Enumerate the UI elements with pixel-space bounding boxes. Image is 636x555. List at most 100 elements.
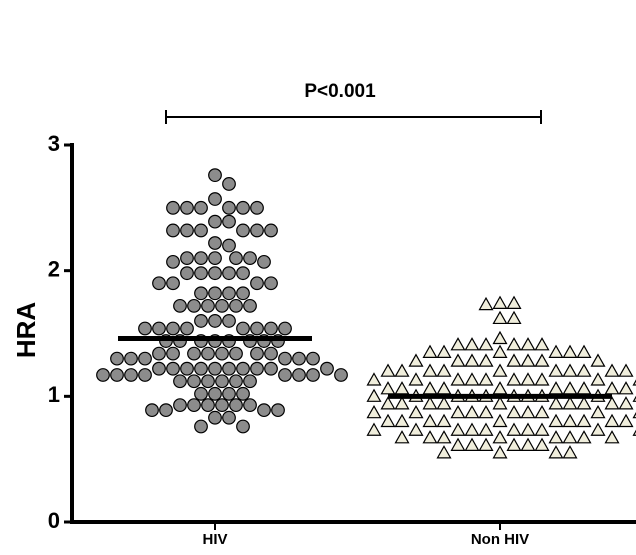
hiv-point [181,202,194,215]
non-hiv-point [438,431,451,443]
hiv-point [216,375,229,388]
hiv-point [181,322,194,335]
hiv-point [223,239,236,252]
non-hiv-point [382,397,395,409]
non-hiv-point [564,346,577,358]
non-hiv-point [508,312,521,324]
non-hiv-point [396,431,409,443]
non-hiv-point [382,382,395,394]
hiv-point [251,322,264,335]
hiv-point [230,375,243,388]
hiv-point [188,375,201,388]
hiv-point [244,252,257,265]
non-hiv-point [508,297,521,309]
x-tick-label: Non HIV [471,531,529,548]
hiv-point [258,256,271,269]
hiv-point [97,369,110,382]
non-hiv-point [550,346,563,358]
non-hiv-point [494,365,507,377]
hiv-point [188,300,201,313]
hiv-point [265,322,278,335]
hiv-point [174,375,187,388]
hiv-point [223,178,236,191]
hiv-point [209,267,222,280]
hiv-point [307,352,320,365]
hiv-point [265,224,278,237]
non-hiv-point [396,415,409,427]
hiv-point [237,267,250,280]
hiv-point [139,322,152,335]
non-hiv-point [508,424,521,436]
hiv-point [279,352,292,365]
hiv-point [223,315,236,328]
hiv-point [237,202,250,215]
non-hiv-point [494,446,507,458]
non-hiv-point [606,365,619,377]
hiv-point [167,362,180,375]
non-hiv-point [578,397,591,409]
hiv-point [202,347,215,360]
non-hiv-point [480,406,493,418]
non-hiv-point [564,382,577,394]
non-hiv-point [438,365,451,377]
non-hiv-point [508,355,521,367]
hiv-point [209,315,222,328]
hiv-point [195,287,208,300]
non-hiv-point [368,406,381,418]
non-hiv-point [508,406,521,418]
x-tick-label: HIV [202,531,227,548]
hiv-point [195,315,208,328]
non-hiv-point [424,382,437,394]
non-hiv-point [410,355,423,367]
non-hiv-point [424,431,437,443]
non-hiv-point [424,365,437,377]
non-hiv-point [466,439,479,451]
hiv-point [237,388,250,401]
hiv-point [153,347,166,360]
non-hiv-point [480,355,493,367]
hiv-point [167,202,180,215]
hiv-point [279,369,292,382]
hiv-point [195,202,208,215]
non-hiv-point [592,355,605,367]
non-hiv-point [522,355,535,367]
hiv-point [223,388,236,401]
non-hiv-point [382,365,395,377]
non-hiv-point [494,431,507,443]
non-hiv-point [382,415,395,427]
hiv-point [251,202,264,215]
hiv-point [202,399,215,412]
non-hiv-point [494,382,507,394]
non-hiv-point [368,424,381,436]
hiv-point [209,193,222,206]
hiv-point [230,399,243,412]
non-hiv-point [438,415,451,427]
non-hiv-point [536,355,549,367]
hiv-point [265,362,278,375]
hiv-point [307,369,320,382]
hiv-point [230,300,243,313]
non-hiv-point [578,431,591,443]
non-hiv-point [592,406,605,418]
non-hiv-point [550,397,563,409]
non-hiv-point [424,346,437,358]
y-axis-label: HRA [11,302,41,359]
non-hiv-point [480,373,493,385]
hiv-point [188,347,201,360]
non-hiv-point [620,415,633,427]
non-hiv-point [466,338,479,350]
hiv-point [237,322,250,335]
annotation: P<0.001 [304,81,376,102]
hiv-point [251,224,264,237]
non-hiv-point [466,424,479,436]
non-hiv-point [550,431,563,443]
hiv-point [181,267,194,280]
non-hiv-point [410,406,423,418]
non-hiv-point [466,373,479,385]
non-hiv-point [536,424,549,436]
non-hiv-point [438,382,451,394]
non-hiv-point [550,415,563,427]
non-hiv-point [494,415,507,427]
non-hiv-point [480,338,493,350]
non-hiv-point [592,424,605,436]
